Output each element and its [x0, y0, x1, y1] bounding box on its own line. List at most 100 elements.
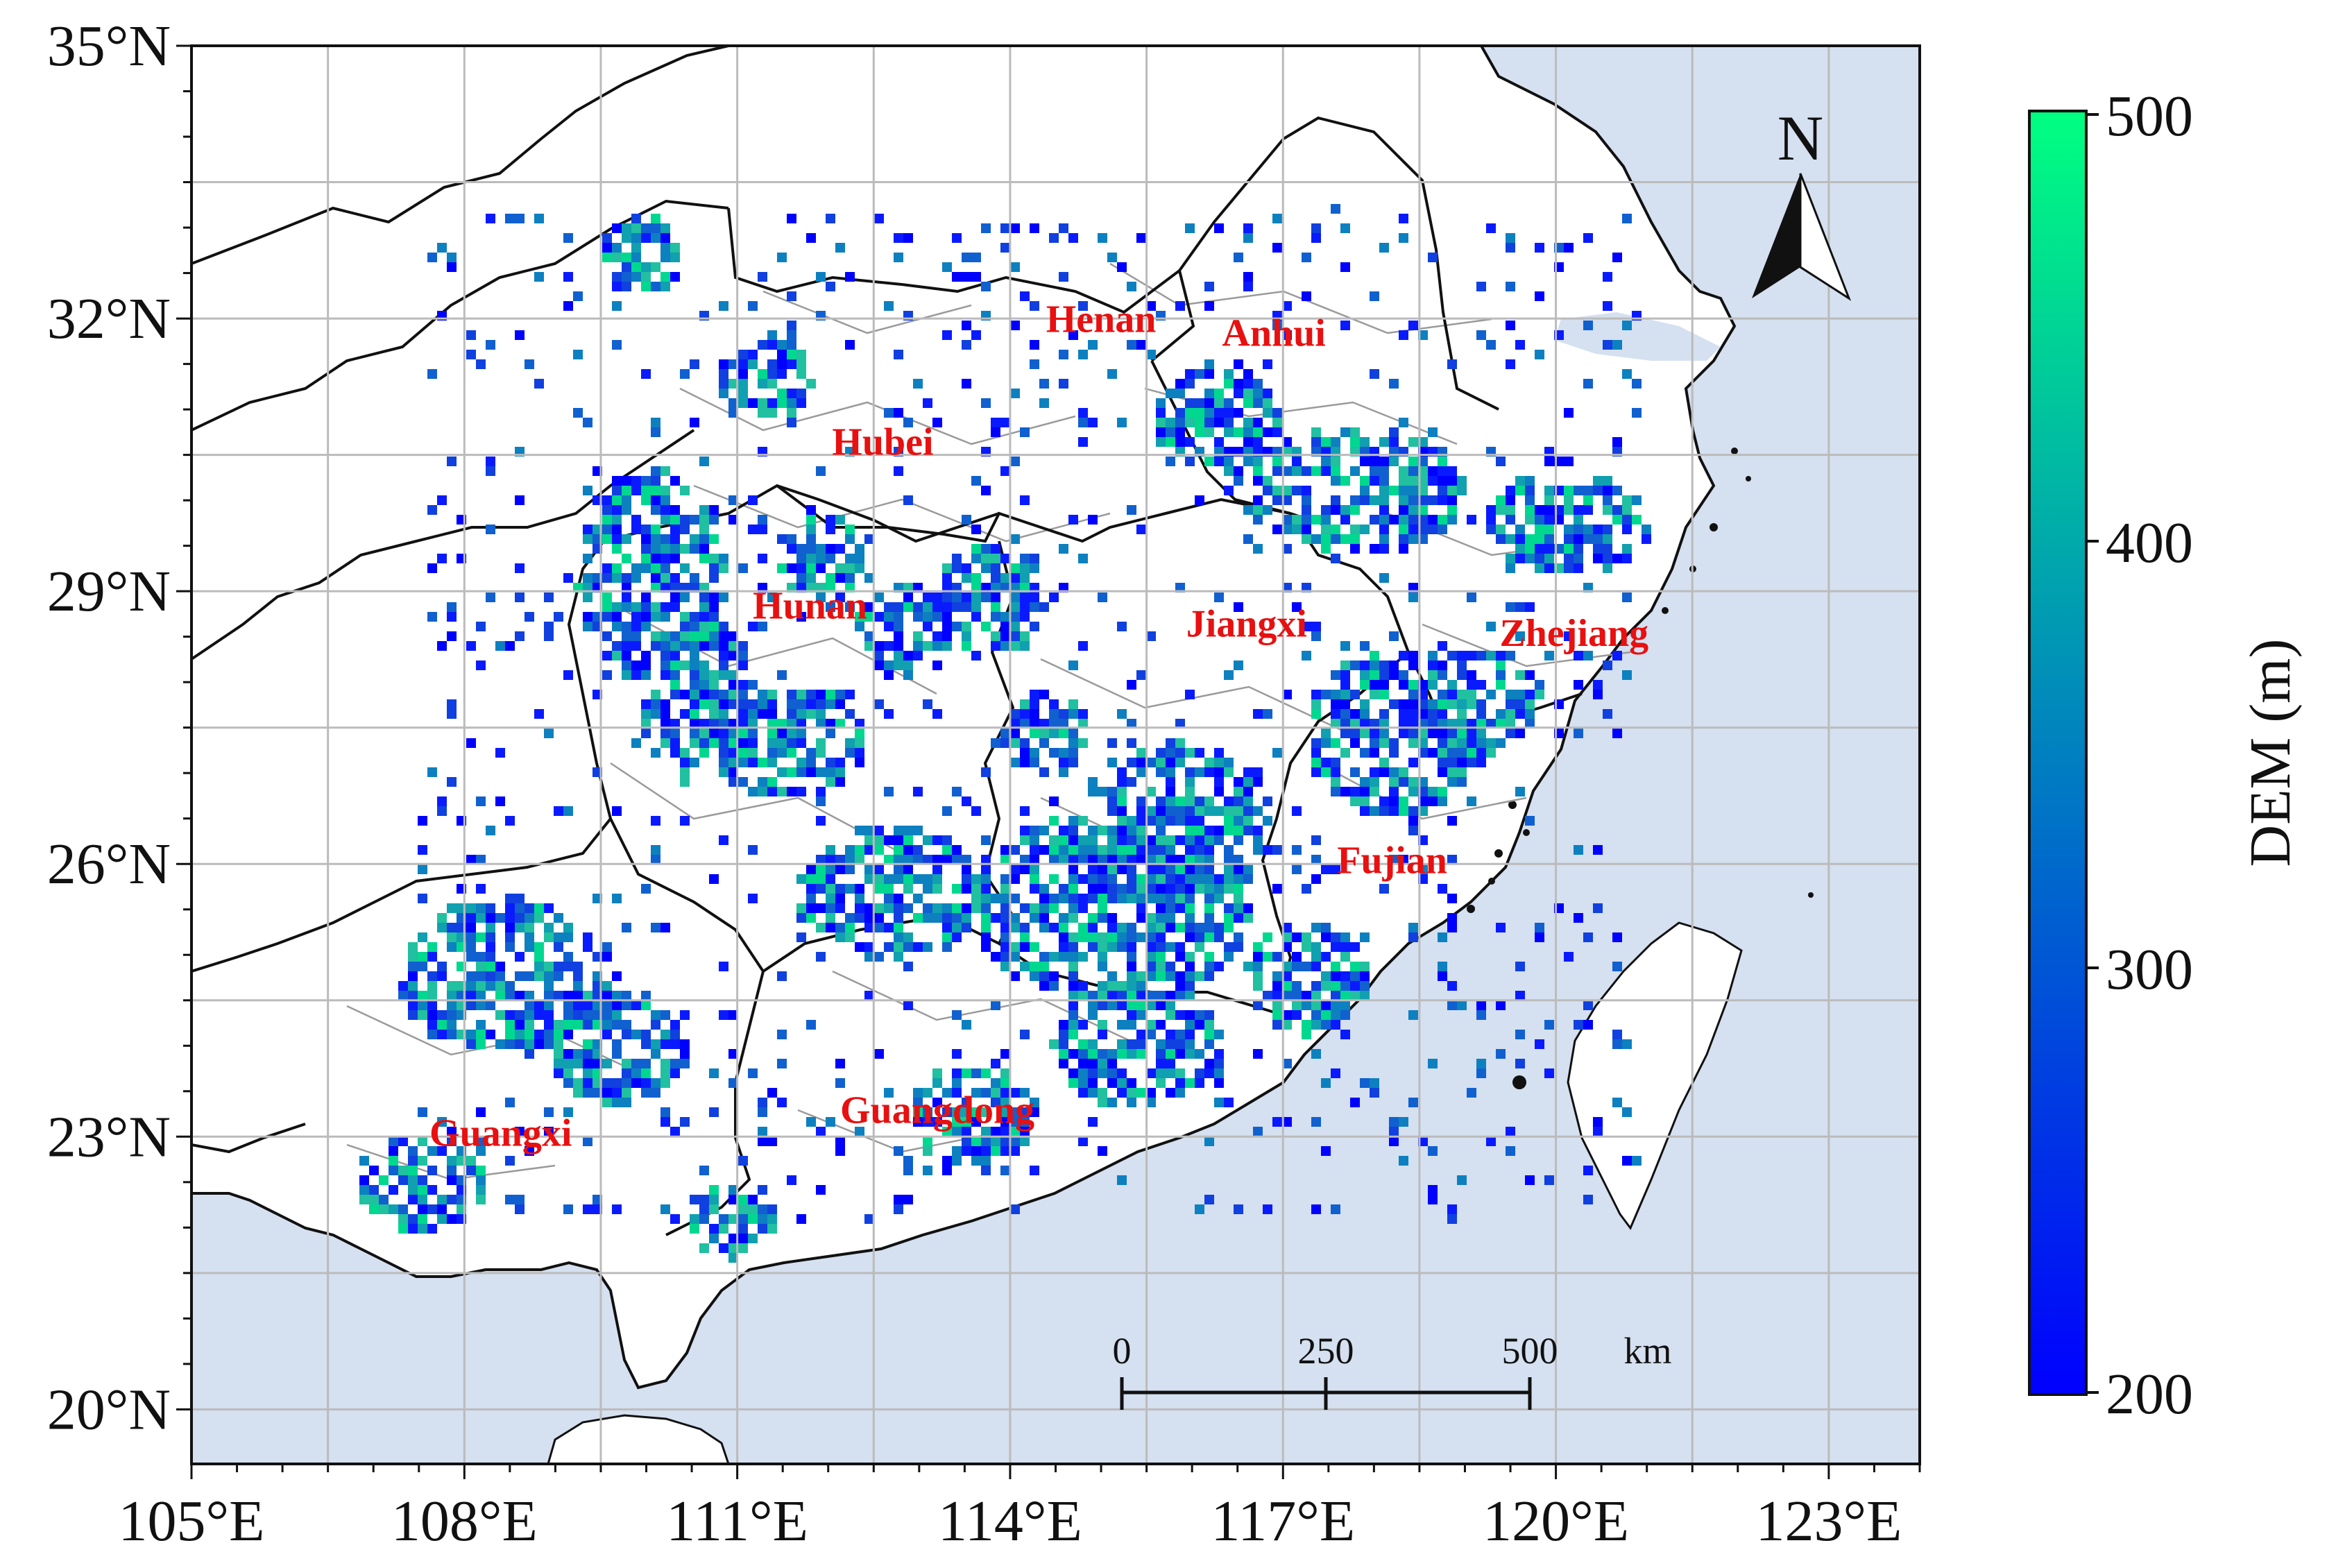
dem-cell	[758, 408, 767, 418]
dem-cell	[1088, 913, 1098, 923]
dem-cell	[952, 787, 962, 796]
dem-cell	[1360, 457, 1370, 466]
dem-cell	[1000, 583, 1010, 593]
dem-cell	[894, 855, 903, 864]
dem-cell	[1214, 923, 1224, 932]
dem-cell	[1263, 1204, 1272, 1214]
dem-cell	[641, 670, 651, 680]
dem-cell	[408, 1175, 418, 1185]
dem-cell	[923, 1136, 932, 1146]
dem-cell	[476, 1146, 486, 1156]
dem-cell	[1175, 379, 1185, 389]
dem-cell	[583, 1068, 592, 1078]
dem-cell	[1350, 437, 1360, 447]
dem-cell	[699, 1243, 709, 1253]
dem-cell	[1302, 253, 1311, 262]
dem-cell	[1311, 534, 1321, 544]
dem-cell	[748, 359, 758, 369]
dem-cell	[894, 1195, 903, 1204]
dem-cell	[894, 641, 903, 651]
dem-cell	[1311, 709, 1321, 719]
dem-cell	[1418, 457, 1428, 466]
dem-cell	[1331, 991, 1340, 1000]
dem-cell	[1360, 748, 1370, 758]
dem-cell	[1408, 826, 1418, 835]
dem-cell	[1127, 1049, 1136, 1059]
dem-cell	[1515, 486, 1525, 495]
dem-cell	[923, 884, 932, 894]
dem-cell	[1253, 971, 1263, 981]
dem-cell	[1282, 515, 1292, 525]
dem-cell	[1117, 709, 1127, 719]
dem-cell	[505, 1020, 515, 1030]
dem-cell	[486, 340, 495, 350]
dem-cell	[1428, 427, 1438, 437]
dem-cell	[1204, 1030, 1214, 1039]
dem-cell	[903, 942, 913, 952]
dem-cell	[1204, 301, 1214, 311]
dem-cell	[515, 923, 525, 932]
dem-cell	[1253, 418, 1263, 427]
dem-cell	[816, 719, 826, 728]
dem-cell	[1195, 418, 1204, 427]
dem-cell	[1593, 544, 1603, 554]
dem-cell	[1214, 932, 1224, 942]
dem-cell	[486, 457, 495, 466]
dem-cell	[699, 699, 709, 709]
dem-cell	[1136, 874, 1146, 884]
dem-cell	[864, 641, 874, 651]
dem-cell	[835, 767, 845, 777]
dem-cell	[1593, 534, 1603, 544]
dem-cell	[728, 758, 738, 767]
dem-cell	[486, 981, 495, 991]
dem-cell	[680, 622, 690, 631]
dem-cell	[942, 593, 952, 602]
dem-cell	[913, 826, 923, 835]
dem-cell	[894, 408, 903, 418]
dem-cell	[1331, 942, 1340, 952]
dem-cell	[1088, 1039, 1098, 1049]
dem-cell	[1107, 923, 1117, 932]
dem-cell	[680, 1117, 690, 1127]
dem-cell	[1302, 1030, 1311, 1039]
dem-cell	[1224, 379, 1234, 389]
dem-cell	[525, 1020, 534, 1030]
dem-cell	[1195, 1020, 1204, 1030]
dem-cell	[1622, 495, 1632, 505]
dem-cell	[1146, 942, 1156, 952]
dem-cell	[651, 214, 660, 223]
dem-cell	[1088, 515, 1098, 525]
dem-cell	[1000, 1098, 1010, 1107]
dem-cell	[709, 554, 719, 563]
dem-cell	[1049, 835, 1059, 845]
dem-cell	[1583, 321, 1593, 330]
dem-cell	[1127, 1010, 1136, 1020]
dem-cell	[1098, 826, 1107, 835]
dem-cell	[1447, 505, 1457, 515]
lon-tick-label: 123°E	[1755, 1489, 1902, 1553]
dem-cell	[981, 903, 991, 913]
dem-cell	[1059, 544, 1068, 554]
dem-cell	[1185, 952, 1195, 962]
dem-cell	[408, 1146, 418, 1156]
dem-cell	[806, 1117, 816, 1127]
dem-cell	[1350, 709, 1360, 719]
dem-cell	[1360, 796, 1370, 806]
dem-cell	[1156, 1039, 1166, 1049]
dem-cell	[894, 913, 903, 923]
dem-cell	[952, 884, 962, 894]
dem-cell	[1389, 1117, 1399, 1127]
dem-cell	[1253, 476, 1263, 486]
dem-cell	[1292, 457, 1302, 466]
dem-cell	[1195, 923, 1204, 932]
dem-cell	[1593, 486, 1603, 495]
dem-cell	[631, 476, 641, 486]
dem-cell	[971, 874, 981, 884]
dem-cell	[806, 699, 816, 709]
dem-cell	[1136, 981, 1146, 991]
dem-cell	[787, 583, 796, 593]
dem-cell	[1117, 932, 1127, 942]
dem-cell	[1146, 787, 1156, 796]
dem-cell	[1535, 243, 1544, 253]
dem-cell	[1039, 903, 1049, 913]
